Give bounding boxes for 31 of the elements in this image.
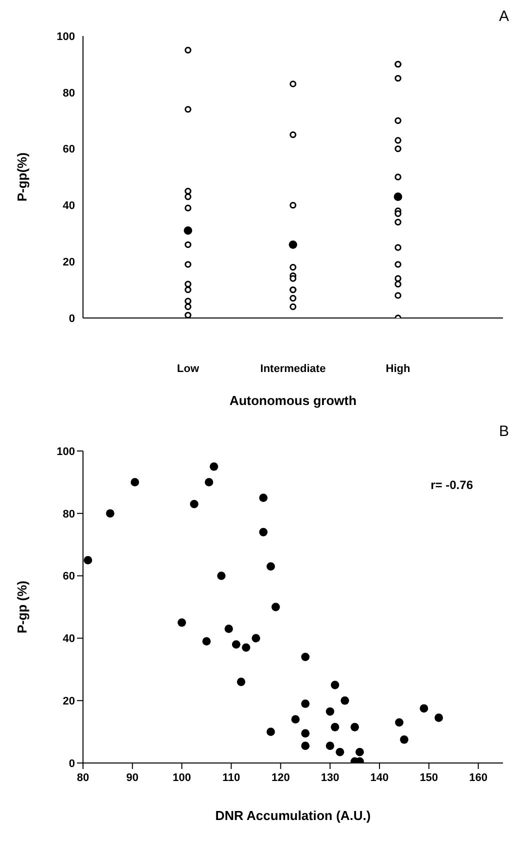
y-tick-label: 60 (62, 144, 75, 156)
chart-title: A (498, 8, 509, 25)
x-tick-label: 120 (271, 772, 290, 784)
y-tick-label: 0 (68, 312, 75, 325)
annotation: r= -0.76 (430, 478, 473, 492)
x-tick-label: 90 (126, 772, 139, 784)
x-tick-label: High (386, 362, 410, 375)
x-axis-title: DNR Accumulation (A.U.) (215, 808, 371, 823)
y-tick-label: 60 (62, 570, 75, 583)
x-axis-title: Autonomous growth (229, 393, 357, 408)
y-axis-title: P-gp(%) (14, 152, 30, 202)
x-tick-label: 100 (172, 772, 192, 784)
y-tick-label: 80 (62, 87, 75, 100)
y-tick-label: 40 (62, 200, 75, 212)
y-tick-label: 100 (56, 30, 75, 43)
x-tick-label: 160 (469, 772, 488, 784)
y-tick-label: 20 (62, 256, 75, 269)
x-tick-label: Low (177, 362, 200, 375)
y-tick-label: 40 (62, 633, 75, 646)
x-tick-label: 110 (222, 772, 240, 784)
y-tick-label: 0 (68, 758, 75, 770)
y-axis-title: P-gp (%) (14, 580, 30, 634)
x-tick-label: Intermediate (260, 362, 326, 375)
x-tick-label: 150 (420, 772, 438, 784)
x-tick-label: 130 (320, 772, 340, 784)
x-tick-label: 140 (370, 772, 389, 784)
x-tick-label: 80 (76, 772, 90, 784)
y-tick-label: 20 (62, 696, 75, 708)
y-tick-label: 80 (62, 508, 75, 520)
y-tick-label: 100 (56, 446, 75, 458)
chart-title: B (498, 423, 509, 440)
